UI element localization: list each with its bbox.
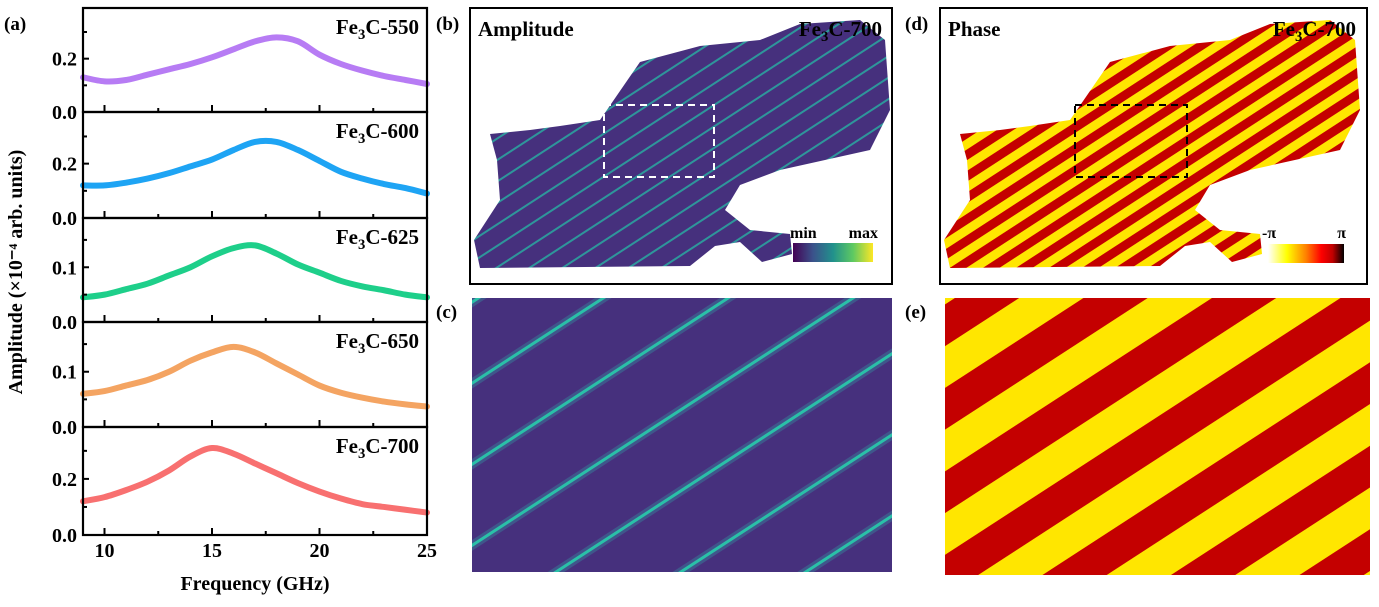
subplot-Fe3C-625: 0.0 0.1 Fe3C-625	[52, 216, 430, 334]
phase-zoom-image	[945, 298, 1370, 575]
amplitude-zoom-image	[472, 298, 892, 572]
subplot-Fe3C-600: 0.0 0.2 Fe3C-600	[52, 110, 430, 230]
subplot-frame	[81, 425, 429, 537]
y-tick-label: 0.1	[52, 362, 77, 384]
panel-label-e: (e)	[905, 302, 926, 323]
amplitude-colorbar	[793, 243, 873, 262]
series-line	[80, 137, 430, 197]
series-line	[80, 242, 430, 301]
x-tick-label: 25	[417, 540, 437, 562]
y-tick-label: 0.1	[52, 257, 77, 279]
panel-label-a: (a)	[4, 14, 26, 35]
amplitude-title: Amplitude	[478, 17, 574, 41]
panel-label-d: (d)	[905, 14, 928, 35]
amplitude-sample-label: Fe3C-700	[799, 17, 882, 45]
series-label: Fe3C-600	[336, 119, 419, 147]
y-tick-label: 0.2	[52, 49, 77, 71]
phase-map-panel	[939, 7, 1368, 285]
y-tick-label: 0.0	[52, 525, 77, 547]
zoom-region-box	[603, 104, 715, 178]
x-axis-label: Frequency (GHz)	[180, 573, 329, 595]
series-label: Fe3C-550	[336, 15, 419, 43]
y-tick-label: 0.0	[52, 417, 77, 439]
y-axis-label: Amplitude (×10⁻⁴ arb. units)	[5, 150, 27, 395]
zoom-region-box	[1074, 104, 1188, 178]
x-tick-label: 10	[95, 540, 115, 562]
series-line	[80, 445, 430, 516]
colorbar-max-label: max	[849, 225, 878, 242]
phase-title: Phase	[948, 17, 1001, 41]
amplitude-map-panel	[469, 7, 893, 285]
colorbar-max-label: π	[1337, 225, 1346, 242]
colorbar-min-label: -π	[1262, 225, 1276, 242]
amplitude-map-frame	[469, 7, 893, 285]
subplot-Fe3C-700: 0.0 0.2 Fe3C-700	[52, 425, 430, 547]
series-label: Fe3C-700	[336, 434, 419, 462]
x-tick-label: 15	[202, 540, 222, 562]
y-tick-label: 0.0	[52, 102, 77, 124]
panel-label-b: (b)	[436, 14, 459, 35]
phase-sample-shape	[944, 20, 1360, 268]
subplot-Fe3C-650: 0.0 0.1 Fe3C-650	[52, 320, 430, 439]
subplot-Fe3C-550: 0.0 0.2 Fe3C-550	[52, 6, 430, 124]
phase-colorbar	[1268, 244, 1344, 263]
series-line	[80, 343, 430, 410]
y-tick-label: 0.2	[52, 154, 77, 176]
series-label: Fe3C-650	[336, 329, 419, 357]
panel-label-c: (c)	[436, 302, 457, 323]
line-chart: 0.0 0.2 Fe3C-550 0.0 0.2 Fe3C-600 0.0 0.1 Fe3C-6…	[5, 6, 437, 595]
y-tick-label: 0.0	[52, 312, 77, 334]
series-label: Fe3C-625	[336, 225, 419, 253]
series-line	[80, 34, 430, 87]
amplitude-sample-shape	[474, 20, 890, 268]
y-tick-label: 0.2	[52, 469, 77, 491]
phase-map-frame	[939, 7, 1368, 285]
colorbar-min-label: min	[790, 225, 817, 242]
x-tick-label: 20	[310, 540, 330, 562]
y-tick-label: 0.0	[52, 208, 77, 230]
phase-sample-label: Fe3C-700	[1273, 17, 1356, 45]
